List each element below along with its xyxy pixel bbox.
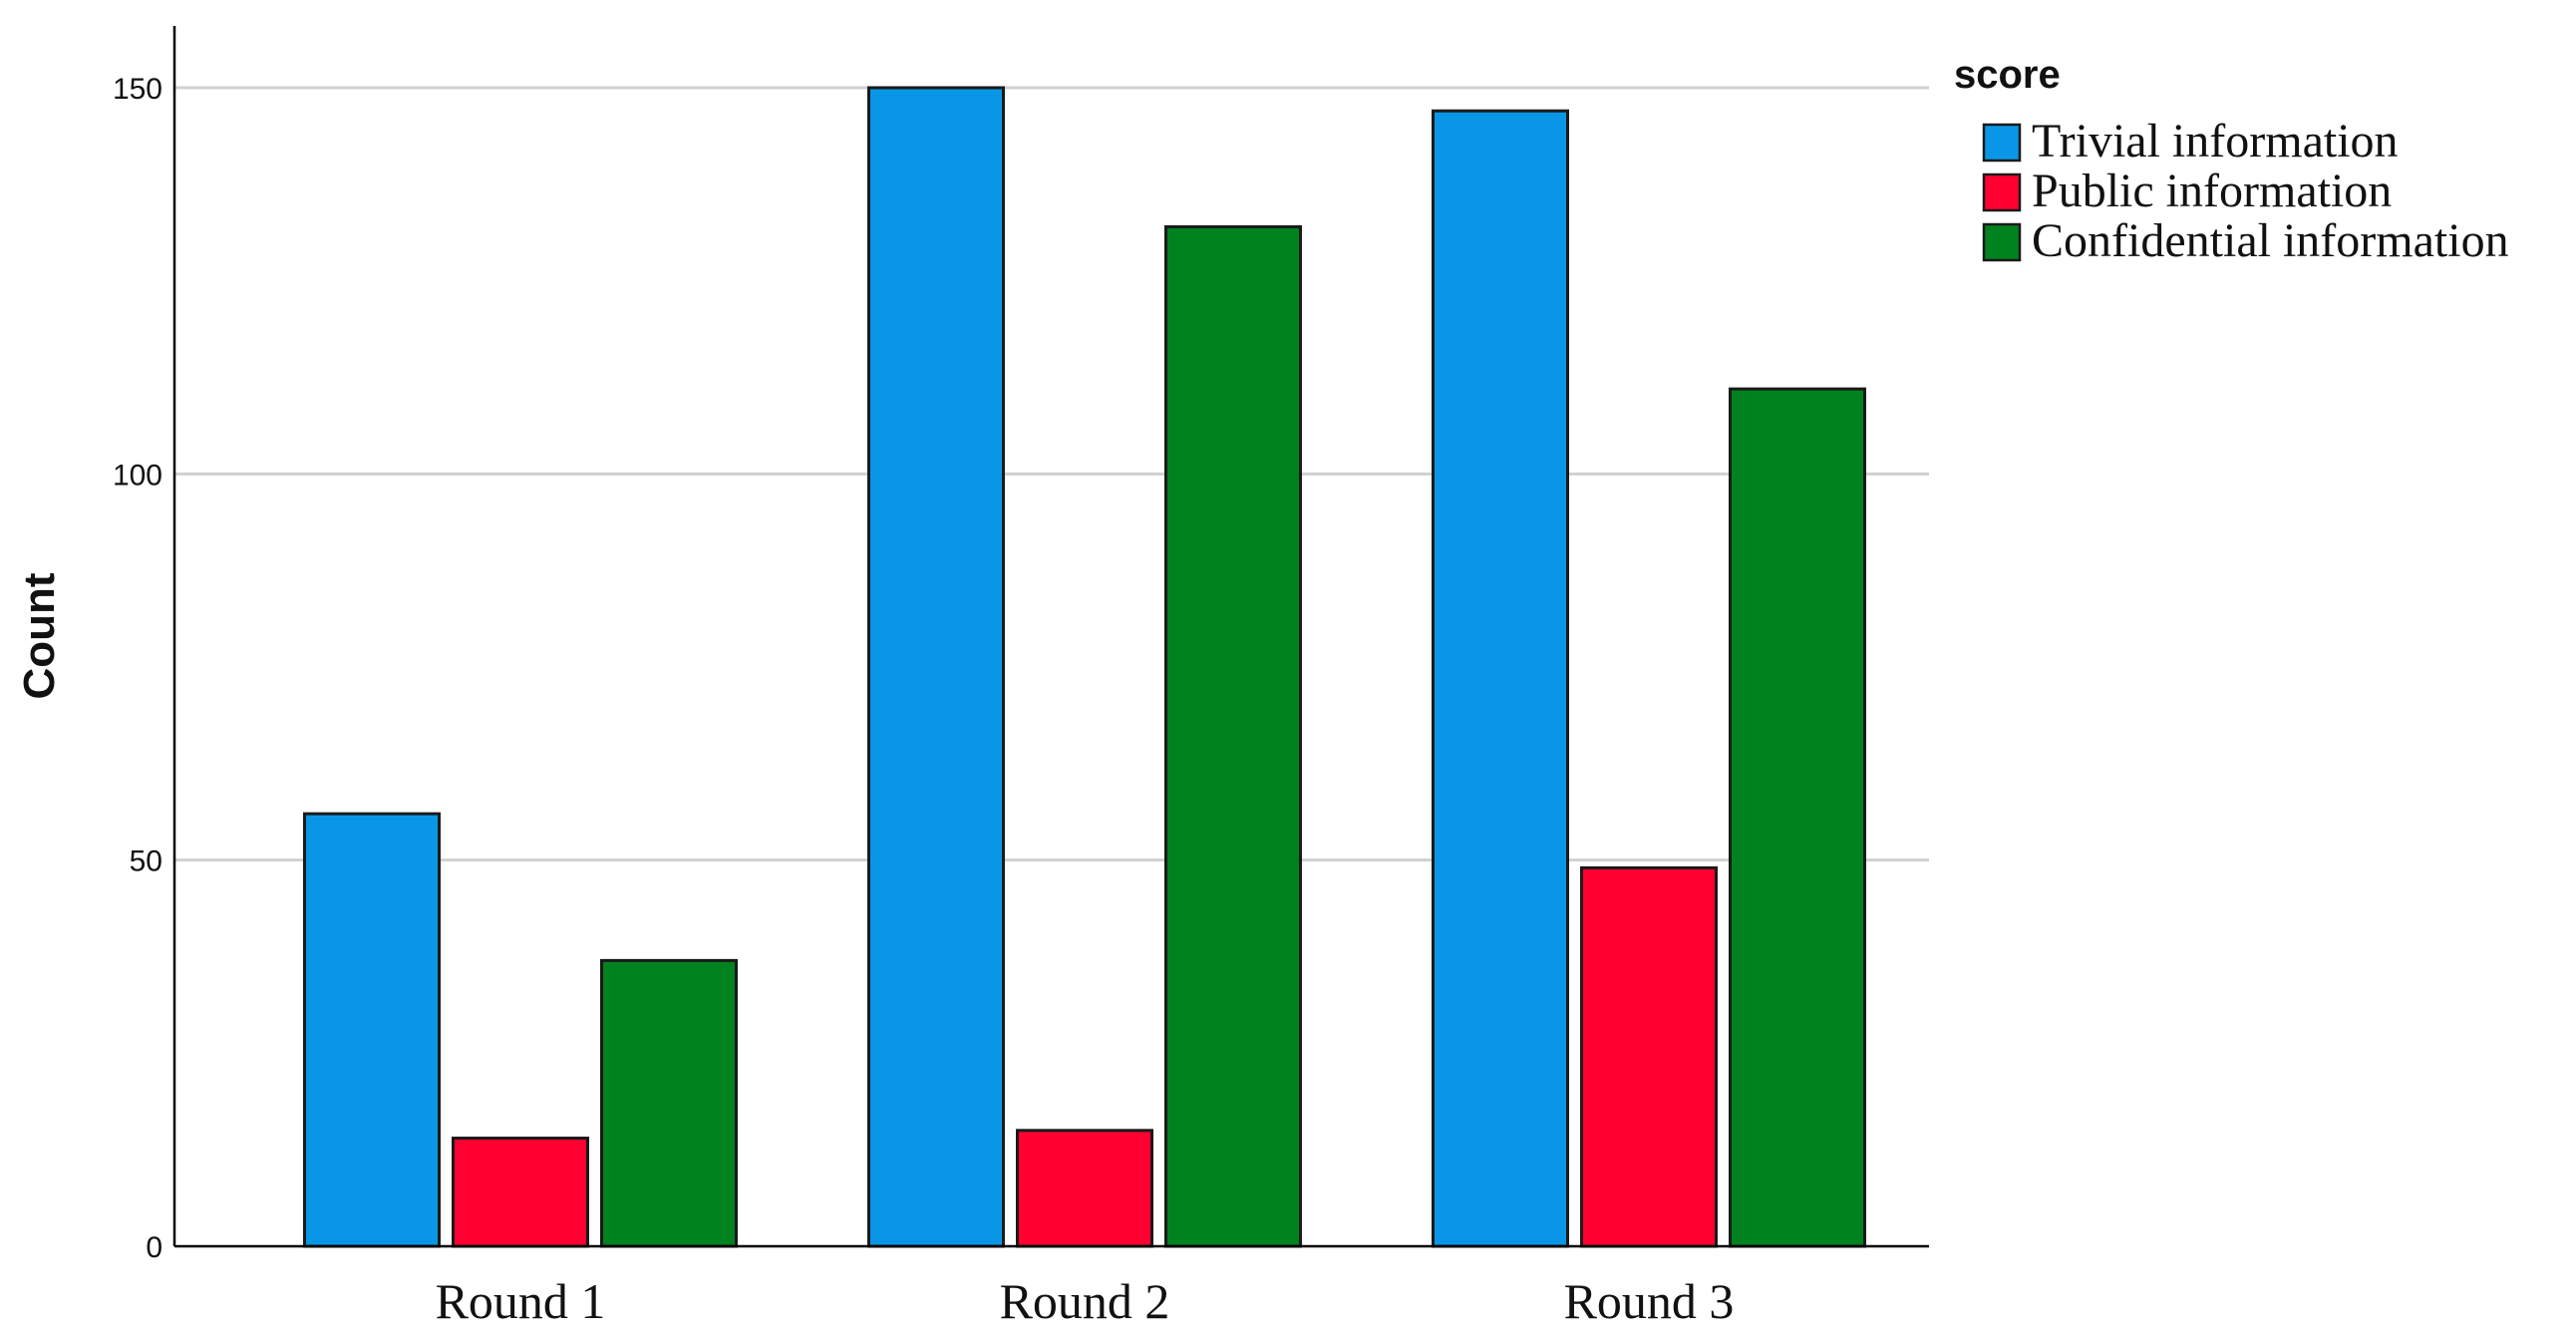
y-tick-labels: 0 50 100 150 [113, 73, 162, 1264]
bar [600, 958, 738, 1248]
bar [452, 1137, 589, 1248]
y-tick-label: 150 [113, 73, 162, 106]
legend-swatch [1982, 172, 2022, 212]
x-tick-label: Round 1 [436, 1273, 606, 1329]
bar [1432, 109, 1569, 1248]
y-tick-label: 0 [146, 1231, 162, 1264]
bar [1164, 224, 1302, 1248]
legend-label: Public information [2032, 165, 2392, 217]
y-tick-label: 50 [130, 845, 162, 878]
axes [172, 26, 1929, 1248]
bar [867, 86, 1005, 1248]
legend-swatch [1982, 123, 2022, 163]
x-tick-label: Round 2 [1000, 1273, 1170, 1329]
bar [1729, 387, 1866, 1248]
legend-label: Confidential information [2032, 214, 2509, 267]
y-tick-label: 100 [113, 459, 162, 492]
bar [1016, 1129, 1153, 1248]
legend-label: Trivial information [2032, 115, 2399, 167]
bar [1580, 865, 1718, 1248]
bar [303, 812, 441, 1248]
x-tick-labels: Round 1 Round 2 Round 3 [436, 1273, 1735, 1329]
gridlines [174, 86, 1929, 862]
legend-swatch [1982, 222, 2022, 262]
y-axis-label: Count [15, 572, 64, 699]
legend-title: score [1954, 53, 2061, 97]
x-tick-label: Round 3 [1564, 1273, 1735, 1329]
bars [303, 86, 1866, 1248]
